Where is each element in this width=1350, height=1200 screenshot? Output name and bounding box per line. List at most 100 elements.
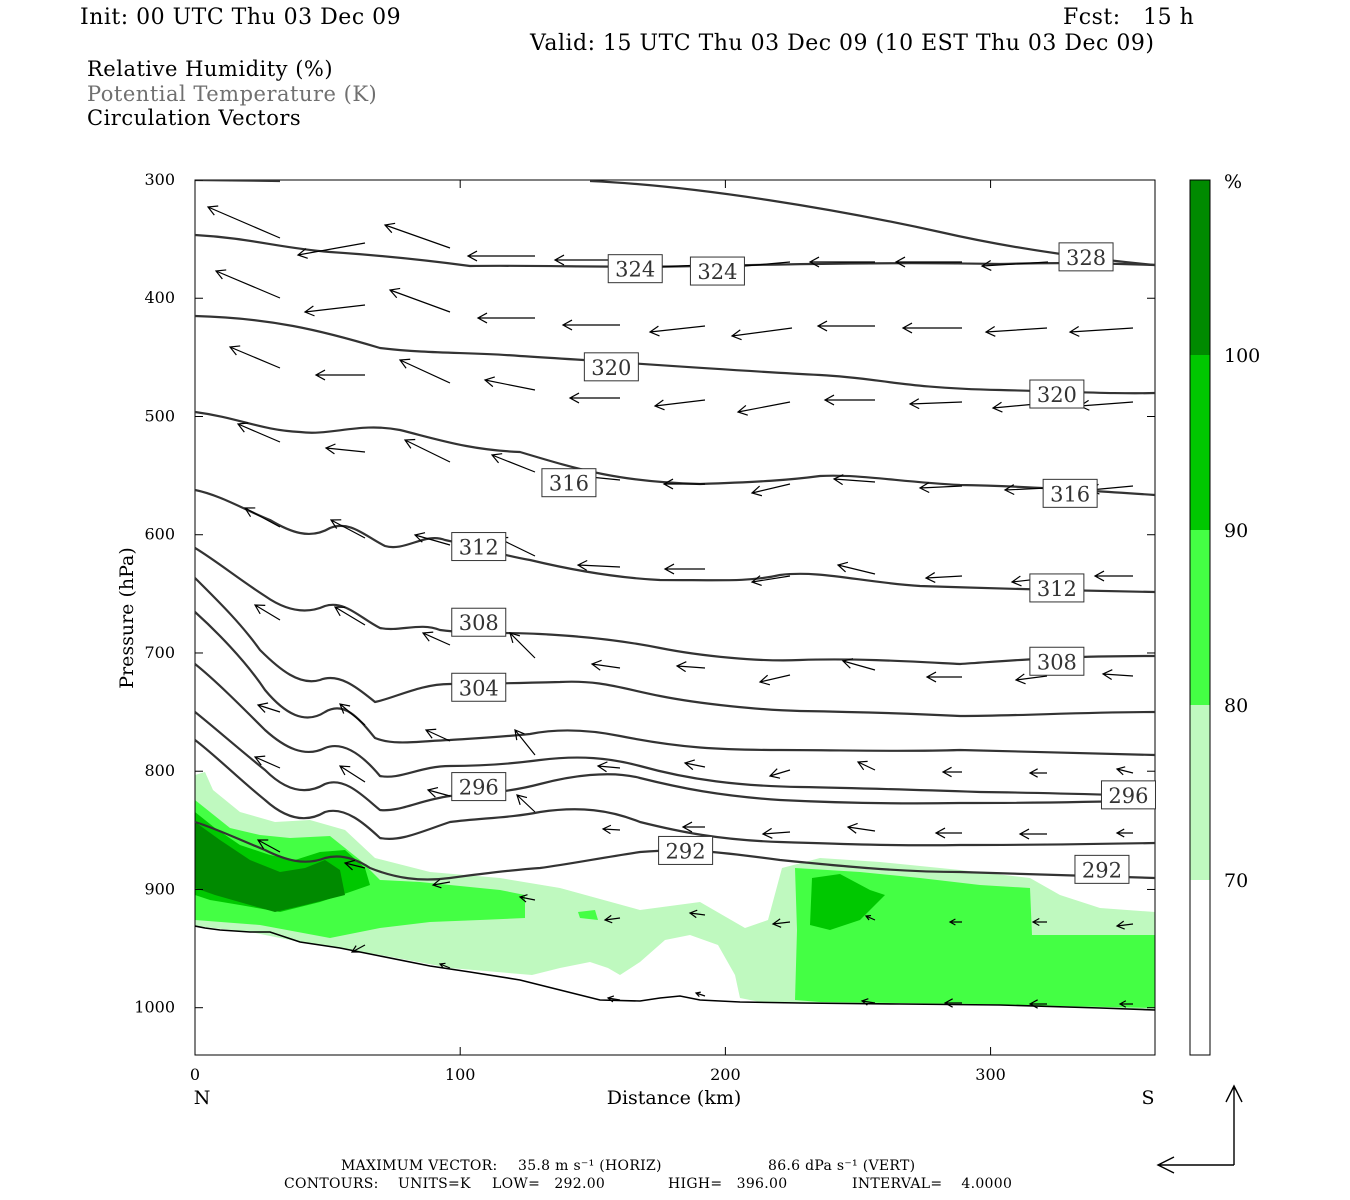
- circulation-vector: [688, 909, 706, 919]
- circulation-vector: [750, 575, 791, 587]
- theta-label: 316: [549, 472, 589, 496]
- theta-contour-308: [195, 577, 1155, 718]
- circulation-vector: [924, 572, 963, 583]
- y-tick-label: 1000: [134, 998, 175, 1017]
- circulation-vectors: [206, 205, 1134, 1009]
- circulation-vector: [648, 325, 706, 337]
- x-axis-title: Distance (km): [607, 1087, 742, 1109]
- rh-shading: [195, 772, 1155, 1010]
- circulation-vector: [314, 369, 365, 381]
- circulation-vector: [514, 729, 536, 756]
- circulation-vector: [925, 671, 962, 683]
- contours-low: LOW= 292.00: [492, 1176, 606, 1192]
- circulation-vector: [253, 755, 281, 769]
- circulation-vector: [516, 794, 536, 813]
- theta-label-box: [1058, 242, 1114, 272]
- theta-contour-312: [195, 547, 1155, 666]
- circulation-vector: [303, 304, 366, 317]
- circulation-vector: [339, 703, 366, 726]
- circulation-vector: [980, 260, 1049, 271]
- circulation-vector: [730, 327, 793, 341]
- circulation-vector: [1018, 828, 1047, 840]
- circulation-vector: [466, 250, 535, 262]
- circulation-vector: [228, 345, 281, 369]
- circulation-vector: [243, 507, 281, 528]
- circulation-vector: [424, 728, 451, 742]
- theta-contour-328: [195, 233, 1155, 268]
- theta-labels: 324 324 328 320 320 316 316 312 312 308 308 304 296 2…: [451, 242, 1156, 884]
- theta-label: 316: [1050, 482, 1090, 506]
- circulation-vector: [333, 606, 366, 626]
- rh-80-90-region: [195, 800, 1155, 1008]
- circulation-vector: [1031, 918, 1047, 926]
- reference-vector: [1156, 1084, 1243, 1174]
- circulation-vector: [483, 376, 536, 391]
- circulation-vector: [758, 674, 791, 686]
- plot-frame: [194, 179, 1156, 1056]
- south-label: S: [1141, 1087, 1154, 1109]
- circulation-vector: [601, 824, 621, 835]
- colorbar-band-70: [1190, 705, 1210, 880]
- y-tick-label: 500: [144, 406, 175, 425]
- circulation-vector: [836, 561, 876, 575]
- circulation-vector: [941, 766, 962, 778]
- north-label: N: [194, 1087, 211, 1109]
- circulation-vector: [253, 604, 281, 621]
- theta-contour-288: [195, 820, 1155, 881]
- reference-vector-vertical: [1225, 1084, 1243, 1165]
- circulation-vector: [663, 563, 705, 575]
- circulation-vector: [948, 918, 962, 926]
- theta-label-box: [451, 607, 507, 637]
- contours-units: UNITS=K: [398, 1176, 471, 1192]
- circulation-vector: [675, 661, 706, 673]
- theta-label-box: [451, 672, 507, 702]
- theta-label: 312: [1037, 577, 1077, 601]
- circulation-vector: [568, 392, 620, 404]
- circulation-vector: [1115, 766, 1134, 776]
- circulation-vector: [509, 632, 536, 659]
- circulation-vector: [431, 878, 451, 889]
- contours-label: CONTOURS:: [284, 1176, 379, 1192]
- circulation-vector: [603, 914, 621, 924]
- circulation-vector: [596, 761, 621, 773]
- theta-contour-292: [195, 739, 1155, 847]
- theta-contour-324: [195, 314, 1155, 395]
- circulation-vector: [934, 827, 962, 839]
- theta-label: 308: [459, 611, 499, 635]
- circulation-vector: [943, 998, 962, 1008]
- y-tick-label: 800: [144, 761, 175, 780]
- max-vector-horiz: 35.8 m s⁻¹ (HORIZ): [518, 1158, 662, 1174]
- circulation-vector: [350, 944, 366, 953]
- colorbar-level-80: 80: [1224, 695, 1248, 717]
- circulation-vector: [832, 474, 876, 486]
- circulation-vector: [403, 438, 451, 463]
- circulation-vector: [736, 401, 791, 416]
- circulation-vector: [864, 914, 876, 921]
- y-tick-label: 600: [144, 525, 175, 544]
- theta-contours: [195, 180, 1155, 881]
- circulation-vector: [1115, 920, 1134, 930]
- circulation-vector: [1068, 325, 1134, 337]
- circulation-vector: [1093, 570, 1133, 582]
- circulation-vector: [214, 269, 281, 299]
- circulation-vector: [653, 399, 706, 411]
- circulation-vector: [296, 242, 366, 259]
- circulation-vector: [761, 827, 791, 839]
- theta-contour-320: [195, 410, 1155, 497]
- circulation-vector: [1101, 669, 1134, 681]
- x-tick-label: 0: [190, 1065, 200, 1084]
- theta-label-box: [1029, 379, 1085, 409]
- circulation-vector: [808, 256, 875, 268]
- colorbar-unit: %: [1224, 171, 1242, 193]
- reference-vector-horizontal: [1156, 1156, 1234, 1174]
- circulation-vector: [1028, 768, 1047, 778]
- circulation-vector: [1014, 673, 1048, 685]
- circulation-vector: [1003, 484, 1048, 496]
- theta-label: 292: [1082, 858, 1122, 882]
- circulation-vector: [681, 821, 705, 833]
- max-vector-label: MAXIMUM VECTOR:: [341, 1158, 498, 1174]
- theta-label: 304: [459, 676, 499, 700]
- colorbar-level-90: 90: [1224, 520, 1248, 542]
- circulation-vector: [750, 483, 791, 497]
